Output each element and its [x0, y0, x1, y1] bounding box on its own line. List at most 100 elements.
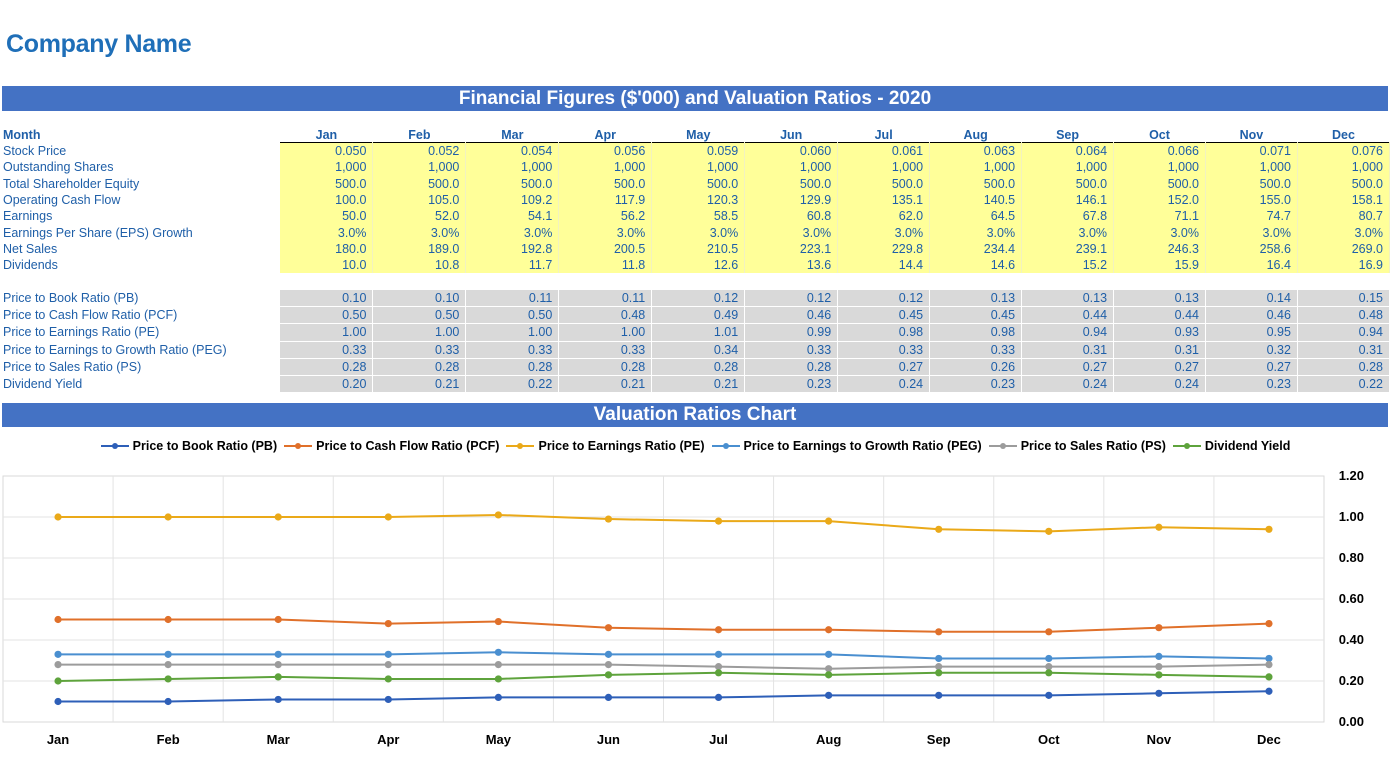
y-tick-label: 1.00 [1339, 509, 1364, 524]
value-cell: 0.23 [1205, 375, 1298, 394]
data-point [604, 661, 613, 669]
data-point [1045, 654, 1053, 663]
value-cell: 1,000 [372, 159, 467, 176]
x-tick-label: Aug [816, 732, 841, 747]
chart-legend: Price to Book Ratio (PB) Price to Cash Fl… [0, 438, 1390, 458]
value-cell: 500.0 [558, 175, 653, 192]
value-cell: 1.00 [465, 323, 560, 342]
month-header-cell: Sep [1056, 127, 1080, 142]
value-cell: 500.0 [279, 175, 374, 192]
value-cell: 3.0% [1113, 224, 1206, 241]
row-label: Operating Cash Flow [3, 193, 121, 208]
month-header-cell: Oct [1149, 127, 1170, 142]
row-label: Price to Earnings Ratio (PE) [3, 325, 160, 340]
value-cell: 500.0 [1205, 175, 1298, 192]
financial-row: Dividends 10.0 10.8 11.7 11.8 12.6 13.6 14.4 14.… [0, 257, 1390, 274]
data-point [164, 697, 172, 706]
value-cell: 0.20 [279, 375, 374, 394]
value-cell: 140.5 [929, 191, 1023, 209]
x-tick-label: Sep [927, 732, 951, 747]
legend-item: Price to Book Ratio (PB) [100, 439, 277, 453]
value-cell: 0.48 [1297, 306, 1390, 325]
data-point [494, 675, 502, 683]
value-cell: 0.061 [837, 142, 931, 160]
value-cell: 1,000 [837, 159, 931, 176]
value-cell: 1,000 [465, 159, 560, 176]
value-cell: 15.2 [1021, 257, 1115, 274]
data-point [1155, 624, 1163, 632]
data-point [935, 628, 943, 636]
row-label: Price to Book Ratio (PB) [3, 291, 139, 306]
row-label: Stock Price [3, 143, 67, 158]
value-cell: 0.14 [1205, 289, 1298, 307]
value-cell: 210.5 [651, 240, 746, 258]
value-cell: 152.0 [1113, 191, 1206, 209]
legend-swatch [284, 443, 313, 450]
value-cell: 192.8 [465, 240, 560, 258]
data-point [604, 693, 613, 701]
legend-label: Dividend Yield [1204, 438, 1291, 453]
value-cell: 13.6 [744, 257, 839, 274]
value-cell: 3.0% [929, 224, 1023, 241]
financial-row: Outstanding Shares 1,000 1,000 1,000 1,000 1,… [0, 159, 1390, 176]
month-header-cell: Dec [1332, 127, 1355, 142]
row-label: Price to Earnings to Growth Ratio (PEG) [3, 342, 227, 357]
value-cell: 0.28 [651, 358, 746, 377]
value-cell: 3.0% [651, 224, 746, 241]
data-point [714, 626, 723, 634]
value-cell: 234.4 [929, 240, 1023, 258]
data-point [274, 673, 282, 681]
value-cell: 3.0% [465, 224, 560, 241]
value-cell: 200.5 [558, 240, 653, 258]
data-point [604, 650, 613, 658]
value-cell: 3.0% [279, 224, 374, 241]
value-cell: 10.8 [372, 257, 467, 274]
value-cell: 0.12 [837, 289, 931, 307]
value-cell: 3.0% [1205, 224, 1298, 241]
value-cell: 258.6 [1205, 240, 1298, 258]
data-point [1155, 652, 1163, 660]
value-cell: 146.1 [1021, 191, 1115, 209]
value-cell: 0.054 [465, 142, 560, 160]
month-header-label: Month [3, 127, 41, 142]
value-cell: 105.0 [372, 191, 467, 209]
value-cell: 0.50 [465, 306, 560, 325]
data-point [274, 513, 282, 521]
data-point [935, 654, 943, 663]
value-cell: 14.6 [929, 257, 1023, 274]
legend-label: Price to Book Ratio (PB) [132, 438, 278, 453]
data-point [494, 648, 502, 656]
y-tick-label: 0.40 [1339, 632, 1364, 647]
value-cell: 1,000 [279, 159, 374, 176]
data-point [1045, 691, 1053, 699]
value-cell: 0.46 [744, 306, 839, 325]
data-point [274, 615, 282, 624]
value-cell: 0.21 [651, 375, 746, 394]
value-cell: 60.8 [744, 208, 839, 225]
value-cell: 0.10 [279, 289, 374, 307]
value-cell: 0.49 [651, 306, 746, 325]
value-cell: 3.0% [372, 224, 467, 241]
data-point [384, 620, 392, 628]
y-tick-label: 0.80 [1339, 550, 1364, 565]
company-name: Company Name [6, 30, 192, 58]
value-cell: 0.23 [929, 375, 1023, 394]
value-cell: 0.24 [1021, 375, 1115, 394]
financial-row: Earnings 50.0 52.0 54.1 56.2 58.5 60.8 62.0 64.5… [0, 208, 1390, 225]
value-cell: 0.056 [558, 142, 653, 160]
data-point [494, 617, 502, 626]
value-cell: 54.1 [465, 208, 560, 225]
value-cell: 3.0% [558, 224, 653, 241]
value-cell: 0.11 [465, 289, 560, 307]
value-cell: 0.27 [837, 358, 931, 377]
value-cell: 3.0% [837, 224, 931, 241]
value-cell: 0.50 [279, 306, 374, 325]
data-point [1155, 663, 1163, 671]
data-point [714, 517, 723, 525]
value-cell: 71.1 [1113, 208, 1206, 225]
value-cell: 0.33 [465, 341, 560, 359]
data-point [494, 511, 502, 519]
legend-label: Price to Earnings to Growth Ratio (PEG) [743, 438, 982, 453]
value-cell: 0.21 [372, 375, 467, 394]
data-point [825, 665, 833, 673]
